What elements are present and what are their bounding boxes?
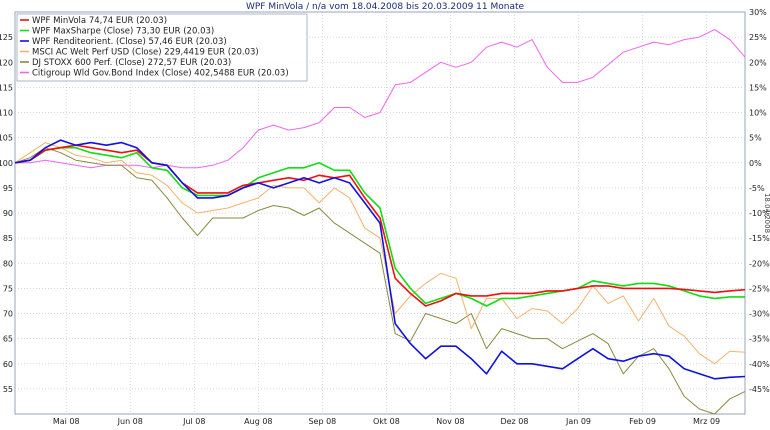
legend-entry: WPF MinVola 74,74 EUR (20.03) [32,16,167,26]
legend-entry: MSCI AC Welt Perf USD (Close) 229,4419 E… [32,48,259,58]
x-tick-label: Dez 08 [500,417,528,426]
x-tick-label: Jan 09 [565,417,591,426]
y-tick-label-right: 30% [749,8,767,17]
y-tick-label-left: 70 [3,310,13,319]
y-tick-label-right: 5% [749,134,762,143]
series-line-4 [14,142,746,365]
y-tick-label-right: -35% [749,335,770,344]
legend-entry: WPF Renditeorient. (Close) 57,46 EUR (20… [32,37,227,47]
x-tick-label: Sep 08 [308,417,336,426]
right-axis-date-label: 18.04.2008 [763,193,770,233]
y-tick-label-right: -25% [749,284,770,293]
y-tick-label-right: 0% [749,159,762,168]
y-tick-label-right: 10% [749,109,767,118]
y-tick-label-left: 100 [0,159,13,168]
y-tick-label-right: -40% [749,360,770,369]
y-tick-label-right: 20% [749,58,767,67]
series-line-3 [14,139,746,380]
x-tick-label: Feb 09 [629,417,656,426]
y-tick-label-left: 120 [0,58,13,67]
series-line-1 [14,144,746,307]
legend-entry: WPF MaxSharpe (Close) 73,30 EUR (20.03) [32,27,214,37]
x-tick-label: Okt 08 [373,417,400,426]
y-tick-label-right: -45% [749,385,770,394]
y-tick-label-left: 105 [0,134,13,143]
y-tick-label-left: 90 [3,209,13,218]
x-tick-label: Nov 08 [436,417,464,426]
chart-title: WPF MinVola / n/a vom 18.04.2008 bis 20.… [246,2,525,12]
y-tick-label-left: 75 [3,284,13,293]
series-line-2 [14,146,745,307]
y-tick-label-left: 85 [3,234,13,243]
y-tick-label-right: -15% [749,234,770,243]
y-tick-label-left: 65 [3,335,13,344]
series-line-6 [15,29,746,169]
y-tick-label-right: -10% [749,209,770,218]
y-tick-label-right: -20% [749,259,770,268]
y-tick-label-left: 125 [0,33,13,42]
x-tick-label: Mrz 09 [693,417,720,426]
legend-entry: Citigroup Wld Gov.Bond Index (Close) 402… [32,69,289,79]
x-tick-label: Jul 08 [182,417,205,426]
y-tick-label-right: 25% [749,33,767,42]
y-tick-label-left: 55 [3,385,13,394]
x-tick-label: Aug 08 [244,417,272,426]
x-tick-label: Mai 08 [53,417,80,426]
y-tick-label-left: 80 [3,259,13,268]
legend-box [16,13,308,82]
y-tick-label-left: 60 [3,360,13,369]
y-tick-label-left: 95 [3,184,13,193]
y-tick-label-right: -30% [749,310,770,319]
y-tick-label-right: 15% [749,83,767,92]
y-tick-label-right: -5% [749,184,765,193]
y-tick-label-left: 115 [0,83,13,92]
legend-entry: DJ STOXX 600 Perf. (Close) 272,57 EUR (2… [32,58,231,68]
series-line-5 [14,147,746,415]
y-tick-label-left: 110 [0,109,13,118]
x-tick-label: Jun 08 [117,417,143,426]
